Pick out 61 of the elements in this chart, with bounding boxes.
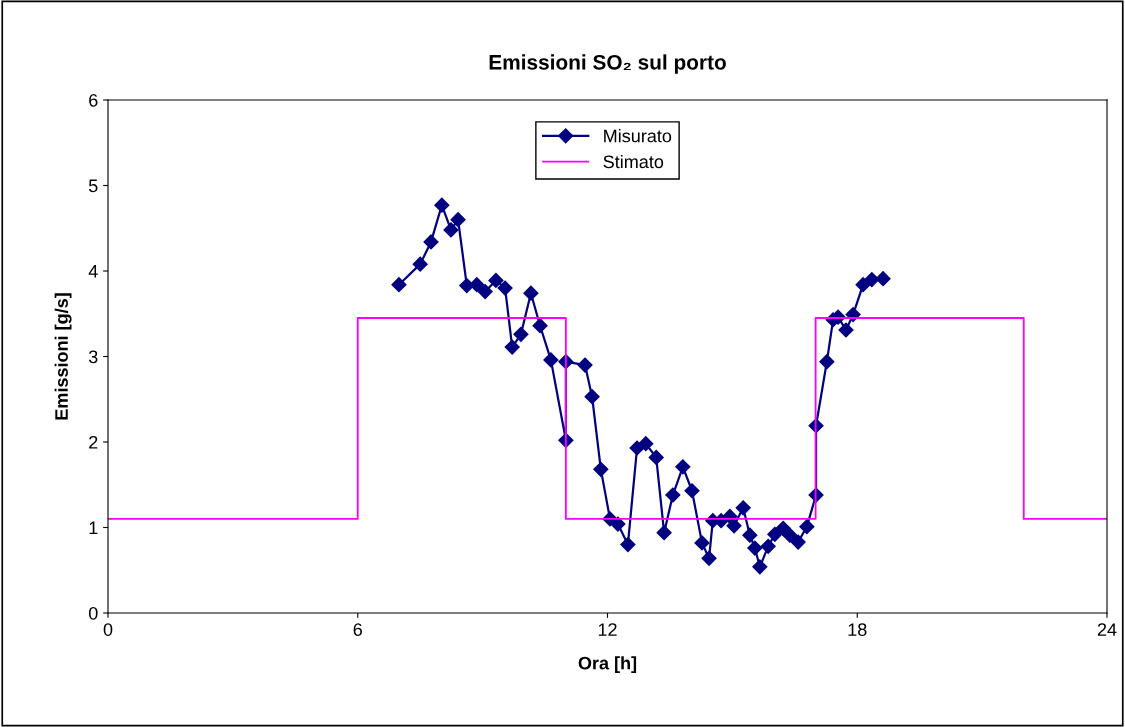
- y-tick-label: 5: [88, 179, 98, 193]
- point: [875, 271, 891, 287]
- point: [855, 277, 871, 293]
- point: [434, 197, 450, 213]
- point: [391, 277, 407, 293]
- point: [532, 318, 548, 334]
- point: [775, 520, 791, 536]
- x-tick-label: 6: [353, 623, 362, 636]
- legend-label: Misurato: [604, 129, 672, 143]
- x-tick-label: 0: [103, 623, 113, 636]
- point: [726, 518, 742, 534]
- point: [752, 559, 768, 575]
- point: [735, 500, 751, 516]
- x-tick-label: 18: [848, 623, 867, 636]
- point: [701, 550, 717, 566]
- point: [684, 483, 700, 499]
- point: [638, 436, 654, 452]
- point: [665, 487, 681, 503]
- point: [767, 526, 783, 542]
- y-tick-label: 1: [89, 521, 98, 535]
- point: [610, 516, 626, 532]
- point: [656, 525, 672, 541]
- point: [747, 540, 763, 556]
- point: [504, 339, 520, 355]
- y-tick-label: 4: [88, 265, 98, 278]
- point: [584, 389, 600, 405]
- y-tick-label: 3: [88, 350, 98, 364]
- point: [675, 459, 691, 475]
- y-tick-label: 0: [88, 606, 98, 620]
- point: [450, 212, 466, 228]
- point: [782, 527, 798, 543]
- point: [577, 357, 593, 373]
- y-axis-title: Emissioni [g/s]: [54, 293, 72, 420]
- point: [648, 449, 664, 465]
- point: [620, 537, 636, 553]
- x-tick-label: 12: [598, 623, 617, 636]
- point: [838, 322, 854, 338]
- x-axis-title: Ora [h]: [578, 656, 637, 674]
- point: [819, 354, 835, 370]
- point: [760, 538, 776, 554]
- point: [469, 277, 485, 293]
- point: [412, 256, 428, 272]
- point: [694, 535, 710, 551]
- point: [513, 326, 529, 342]
- point: [742, 527, 758, 543]
- point: [488, 272, 504, 288]
- point: [593, 461, 609, 477]
- point: [799, 519, 815, 535]
- point: [477, 283, 493, 300]
- point: [864, 271, 880, 288]
- y-tick-label: 2: [89, 435, 98, 449]
- x-tick-label: 24: [1097, 623, 1117, 636]
- point: [523, 285, 539, 301]
- chart-title: Emissioni SO₂ sul porto: [489, 54, 726, 74]
- point: [443, 222, 459, 238]
- point: [790, 534, 806, 550]
- legend-label: Stimato: [603, 154, 664, 169]
- point: [423, 234, 439, 250]
- point: [543, 352, 559, 368]
- point: [497, 280, 513, 296]
- y-tick-label: 6: [89, 93, 98, 107]
